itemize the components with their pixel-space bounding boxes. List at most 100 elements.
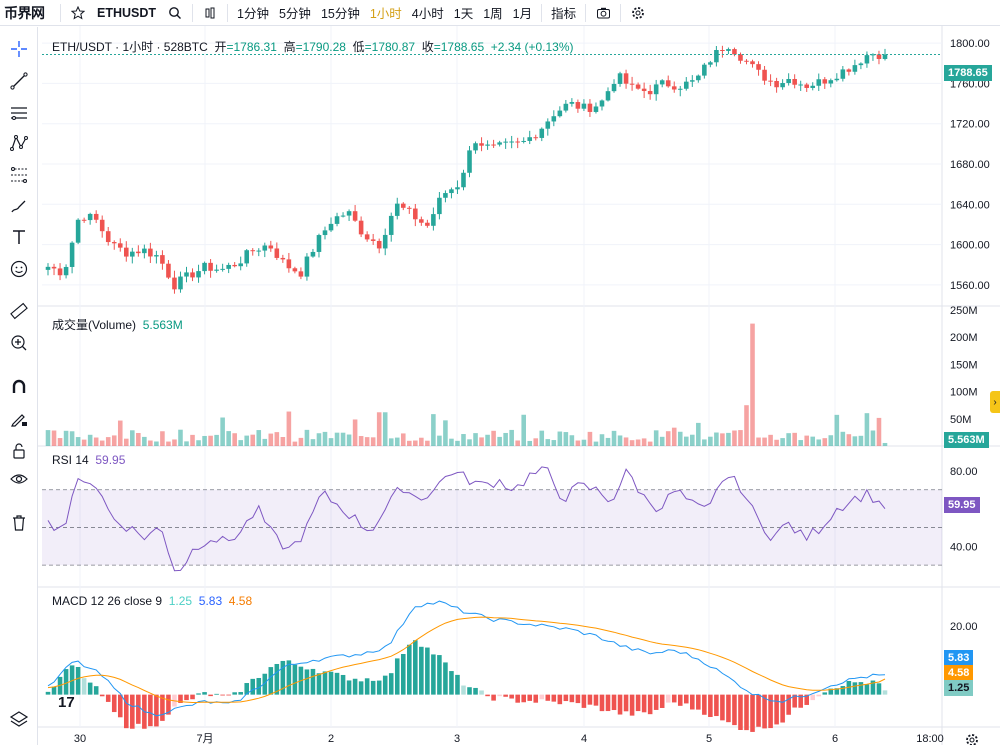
candle-body-20 [166,263,171,278]
candle-body-109 [702,64,707,76]
pattern-tool-icon[interactable] [5,129,33,157]
layers-icon[interactable] [5,705,33,733]
legend-title: ETH/USDT · 1小时 · 528BTC [52,40,208,54]
volume-bar-114 [732,430,737,446]
volume-bar-129 [822,438,828,446]
candle-body-115 [738,54,743,61]
emoji-icon[interactable] [5,255,33,283]
unlock-icon[interactable] [5,437,33,465]
brush-icon[interactable] [5,193,33,221]
interval-button-1[interactable]: 5分钟 [278,7,311,21]
interval-button-0[interactable]: 1分钟 [237,7,269,21]
volume-bar-76 [503,432,508,446]
candle-body-17 [148,248,153,257]
macd-hist-bar-80 [527,694,533,701]
macd-hist-bar-18 [154,694,159,727]
candle-body-39 [280,257,286,260]
volume-bar-33 [244,435,250,446]
interval-button-2[interactable]: 15分钟 [320,7,360,21]
camera-icon[interactable] [590,2,616,24]
macd-hist-bar-122 [780,694,785,723]
macd-hist-bar-128 [816,694,822,697]
candle-body-5 [75,219,81,243]
candle-body-61 [413,208,418,220]
volume-bar-116 [744,405,749,446]
macd-hist-bar-137 [870,680,876,695]
candle-body-74 [491,144,496,146]
crosshair-icon[interactable] [5,35,33,63]
macd-hist-bar-34 [250,678,256,695]
volume-bar-38 [274,432,280,446]
trash-icon[interactable] [5,509,33,537]
trend-line-icon[interactable] [5,67,33,95]
search-icon[interactable] [162,2,188,24]
candle-body-107 [690,80,695,82]
time-tick-6: 6 [832,733,838,745]
macd-hist-bar-99 [641,694,647,713]
interval-button-5[interactable]: 1天 [453,7,474,21]
volume-bar-132 [840,431,846,446]
candle-body-91 [593,106,599,112]
interval-button-7[interactable]: 1月 [512,7,533,21]
zoom-in-icon[interactable] [5,329,33,357]
fib-retracement-icon[interactable] [5,161,33,189]
settings-gear-icon[interactable] [625,2,651,24]
candle-body-45 [316,235,322,252]
macd-hist-bar-103 [665,694,671,703]
macd-hist-bar-93 [605,694,611,712]
macd-hist-bar-47 [328,671,334,695]
rsi-badge: 59.95 [944,497,980,513]
interval-button-3[interactable]: 1小时 [369,7,402,21]
add-favorite-star-icon[interactable] [65,2,91,24]
volume-bar-17 [148,440,153,446]
tradingview-logo-icon[interactable]: 17 [58,694,75,711]
brand-logo[interactable]: 币界网 [4,4,45,21]
candle-body-139 [882,54,888,59]
interval-button-6[interactable]: 1周 [483,7,503,21]
volume-bar-136 [864,413,870,446]
indicators-button[interactable]: 指标 [551,7,577,21]
volume-bar-34 [250,434,256,446]
volume-bar-134 [852,436,858,446]
rsi-legend: RSI 14 59.95 [52,453,125,467]
macd-hist-bar-33 [244,683,250,695]
volume-bar-27 [208,435,213,446]
magnet-icon[interactable] [5,373,33,401]
interval-button-4[interactable]: 4小时 [411,7,444,21]
macd-hist-bar-92 [599,694,605,712]
macd-line [47,600,886,717]
candle-body-51 [352,211,358,221]
compare-symbols-icon[interactable] [197,2,223,24]
top-toolbar: 币界网 ETHUSDT 1分钟 5分钟 15分钟 1小时 4小时 1天 1周 1月 指标 [0,0,1000,26]
volume-bar-0 [45,430,51,446]
candle-body-27 [208,262,213,271]
macd-hist-bar-27 [208,694,213,697]
macd-hist-bar-123 [786,694,791,715]
candle-body-1 [51,266,57,269]
ruler-icon[interactable] [5,297,33,325]
candle-body-104 [671,86,677,90]
legend-high: =1790.28 [295,40,346,54]
visibility-eye-icon[interactable] [5,465,33,493]
candle-body-54 [370,239,376,241]
volume-bar-66 [443,420,448,446]
horizontal-lines-icon[interactable] [5,99,33,127]
candle-body-32 [238,263,243,267]
text-tool-icon[interactable] [5,223,33,251]
macd-hist-bar-125 [798,694,803,708]
macd-hist-bar-79 [521,694,526,703]
symbol-name[interactable]: ETHUSDT [97,5,157,20]
scroll-right-button[interactable]: › [990,391,1000,413]
macd-hist-bar-67 [449,671,454,695]
macd-hist-bar-106 [683,694,689,704]
candle-body-38 [274,248,280,258]
volume-bar-85 [557,431,563,446]
lock-drawings-pencil-icon[interactable] [5,405,33,433]
macd-hist-bar-74 [491,694,496,701]
macd-hist-bar-28 [214,693,219,695]
volume-bar-11 [111,435,117,446]
macd-hist-bar-72 [479,690,484,695]
settings-gear-icon[interactable] [965,733,979,745]
candle-body-55 [376,240,382,249]
